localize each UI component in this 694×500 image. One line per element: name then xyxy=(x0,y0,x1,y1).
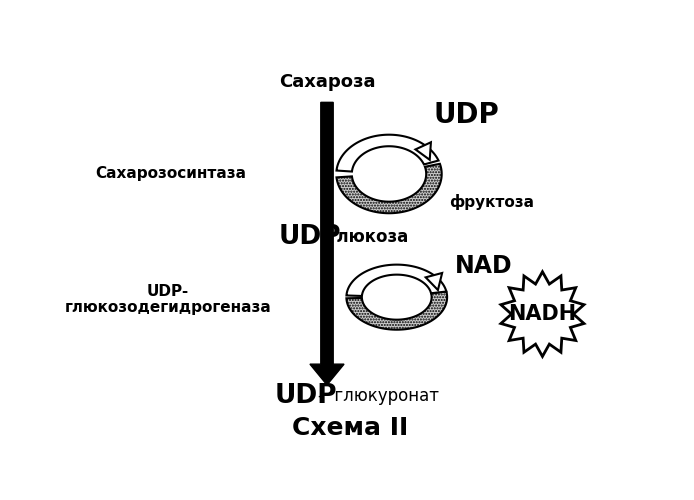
Text: UDP: UDP xyxy=(275,384,338,409)
Text: UDP: UDP xyxy=(279,224,341,250)
Polygon shape xyxy=(501,272,584,356)
Text: Схема II: Схема II xyxy=(292,416,408,440)
Polygon shape xyxy=(416,142,431,160)
Polygon shape xyxy=(425,273,442,290)
Polygon shape xyxy=(310,102,344,385)
Text: UDP-: UDP- xyxy=(147,284,189,298)
Text: Сахарозосинтаза: Сахарозосинтаза xyxy=(95,166,246,182)
Text: фруктоза: фруктоза xyxy=(450,194,534,210)
Text: Сахароза: Сахароза xyxy=(279,72,375,90)
Text: UDP: UDP xyxy=(434,102,500,130)
Polygon shape xyxy=(346,292,447,330)
Text: -  глюкуронат: - глюкуронат xyxy=(318,388,439,406)
Polygon shape xyxy=(346,264,446,296)
Text: глюкозодегидрогеназа: глюкозодегидрогеназа xyxy=(65,300,271,316)
Text: NADH: NADH xyxy=(509,304,577,324)
Polygon shape xyxy=(337,164,441,213)
Text: NAD: NAD xyxy=(455,254,512,278)
Polygon shape xyxy=(337,134,439,172)
Text: -глюкоза: -глюкоза xyxy=(321,228,409,246)
